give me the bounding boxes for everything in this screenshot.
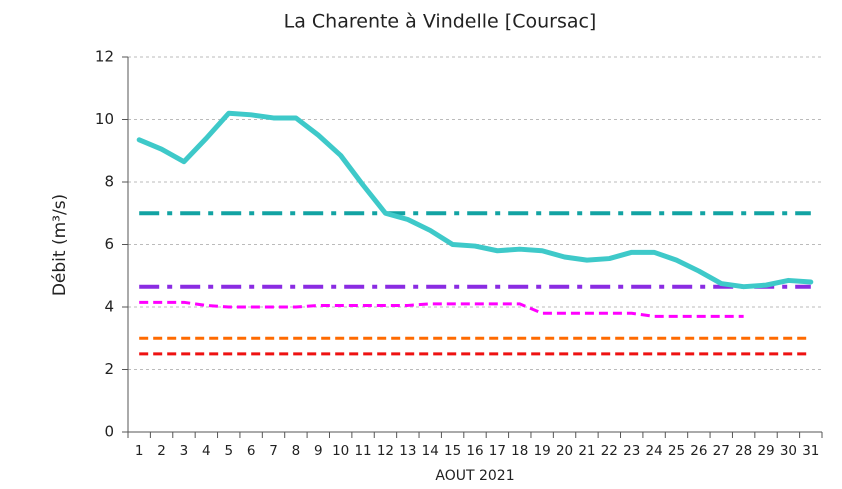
y-tick-label: 12 <box>95 48 114 66</box>
series-line <box>139 300 744 318</box>
y-axis-label: Débit (m³/s) <box>50 194 70 296</box>
y-tick-label: 0 <box>104 423 114 441</box>
y-tick-label: 4 <box>104 298 114 316</box>
x-tick-label: 22 <box>601 443 618 459</box>
x-tick-label: 15 <box>444 443 461 459</box>
x-tick-label: 3 <box>180 443 189 459</box>
x-tick-label: 28 <box>735 443 752 459</box>
series-line <box>136 110 814 290</box>
chart-title: La Charente à Vindelle [Coursac] <box>284 11 597 33</box>
x-tick-label: 8 <box>292 443 301 459</box>
x-tick-label: 19 <box>534 443 551 459</box>
x-tick-label: 25 <box>668 443 685 459</box>
y-tick-label: 8 <box>104 173 114 191</box>
x-tick-label: 29 <box>757 443 774 459</box>
x-tick-label: 18 <box>511 443 528 459</box>
x-tick-label: 30 <box>780 443 797 459</box>
x-tick-label: 10 <box>332 443 349 459</box>
x-tick-label: 23 <box>623 443 640 459</box>
x-tick-label: 26 <box>690 443 707 459</box>
x-tick-label: 2 <box>157 443 166 459</box>
x-tick-label: 11 <box>354 443 371 459</box>
x-tick-label: 13 <box>399 443 416 459</box>
x-tick-label: 16 <box>466 443 483 459</box>
x-tick-label: 9 <box>314 443 323 459</box>
x-tick-label: 1 <box>135 443 144 459</box>
x-tick-label: 14 <box>422 443 439 459</box>
x-tick-label: 6 <box>247 443 256 459</box>
x-tick-label: 27 <box>713 443 730 459</box>
x-tick-label: 7 <box>269 443 278 459</box>
x-axis-label: AOUT 2021 <box>435 468 514 484</box>
x-tick-label: 12 <box>377 443 394 459</box>
x-tick-label: 24 <box>646 443 663 459</box>
y-tick-label: 6 <box>104 235 114 253</box>
x-tick-label: 20 <box>556 443 573 459</box>
x-tick-label: 17 <box>489 443 506 459</box>
x-tick-label: 5 <box>224 443 233 459</box>
x-tick-label: 4 <box>202 443 211 459</box>
y-tick-label: 10 <box>95 110 114 128</box>
x-tick-label: 21 <box>578 443 595 459</box>
y-tick-label: 2 <box>104 360 114 378</box>
x-tick-label: 31 <box>802 443 819 459</box>
